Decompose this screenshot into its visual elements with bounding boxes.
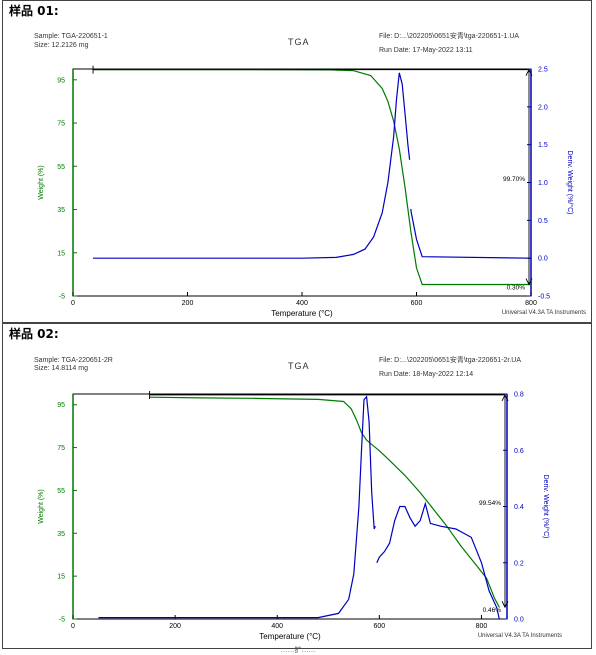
y2-tick-label: 2.5 (538, 67, 548, 74)
chart-title: TGA (288, 361, 310, 371)
panel-title: 样品 01: (9, 4, 59, 18)
y-tick-label: 95 (57, 77, 65, 84)
weight-series-line (149, 396, 500, 608)
y-axis-label: Weight (%) (38, 165, 45, 200)
residue-annotation: 0.30% (507, 285, 526, 292)
tga-chart-1: 0 200 400 600 800 -5 15 35 55 75 95 -0.5 0.0 0.5 1.0 1.… (38, 65, 586, 318)
y2-tick-label: 0.5 (538, 218, 548, 225)
x-tick-label: 600 (374, 623, 386, 630)
range-arrow-down (525, 278, 533, 286)
x-axis-label: Temperature (°C) (271, 309, 333, 318)
x-tick-label: 0 (71, 300, 75, 307)
x-tick-label: 200 (182, 300, 194, 307)
sample-line: Sample: TGA-220651-2R (34, 357, 113, 364)
y2-tick-label: 0.6 (514, 448, 524, 455)
run-date-line: Run Date: 17-May-2022 13:11 (379, 47, 473, 54)
file-line: File: D:...\202205\0651安青\tga-220651-2r.… (379, 357, 522, 364)
plot-frame (72, 393, 508, 620)
deriv-series-line (93, 72, 532, 259)
y2-tick-label: 0.2 (514, 560, 524, 567)
y-tick-label: 15 (57, 250, 65, 257)
loss-annotation: 99.54% (479, 500, 501, 507)
y-axis-label: Weight (%) (38, 489, 45, 524)
y2-axis-label: Deriv. Weight (%/°C) (542, 475, 550, 539)
y2-axis-label: Deriv. Weight (%/°C) (566, 151, 574, 215)
x-tick-label: 400 (271, 623, 283, 630)
sample-line: Sample: TGA-220651-1 (34, 33, 108, 40)
sample-01-panel: 样品 01: Sample: TGA-220651-1 Size: 12.212… (2, 0, 592, 323)
plot-frame (72, 68, 532, 297)
x-tick-label: 800 (476, 623, 488, 630)
y2-tick-label: -0.5 (538, 294, 550, 301)
panel-title: 样品 02: (9, 327, 59, 341)
loss-annotation: 99.70% (503, 176, 525, 183)
y-tick-label: 55 (57, 488, 65, 495)
y2-tick-label: 0.0 (514, 617, 524, 624)
y2-tick-label: 0.0 (538, 256, 548, 263)
y-tick-label: 95 (57, 402, 65, 409)
y-tick-label: 35 (57, 531, 65, 538)
instrument-label: Universal V4.3A TA Instruments (478, 633, 562, 639)
run-date-line: Run Date: 18-May-2022 12:14 (379, 371, 474, 378)
y2-tick-label: 1.0 (538, 180, 548, 187)
y-tick-label: -5 (59, 294, 65, 301)
tga-chart-2: 0 200 400 600 800 -5 15 35 55 75 95 0.0 0.2 0.4 0.6 0.8… (38, 390, 562, 641)
y-tick-label: 75 (57, 445, 65, 452)
y-tick-label: 35 (57, 207, 65, 214)
size-line: Size: 12.2126 mg (34, 42, 89, 49)
y-tick-label: 75 (57, 121, 65, 128)
x-axis-label: Temperature (°C) (259, 632, 321, 641)
weight-series-line (93, 69, 531, 286)
footer-text: ……扩…… (280, 647, 316, 654)
deriv-series-line (98, 395, 500, 620)
sample-02-panel: 样品 02: Sample: TGA-220651-2R Size: 14.81… (2, 323, 592, 649)
x-tick-label: 400 (296, 300, 308, 307)
residue-annotation: 0.46% (483, 607, 502, 614)
x-tick-label: 800 (525, 300, 537, 307)
chart-title: TGA (288, 37, 310, 47)
y-tick-label: -5 (59, 617, 65, 624)
instrument-label: Universal V4.3A TA Instruments (502, 310, 586, 316)
y-tick-label: 55 (57, 164, 65, 171)
y2-tick-label: 1.5 (538, 142, 548, 149)
range-arrow-up (525, 68, 533, 76)
y2-tick-label: 0.4 (514, 504, 524, 511)
y-tick-label: 15 (57, 574, 65, 581)
y2-tick-label: 0.8 (514, 392, 524, 399)
y2-tick-label: 2.0 (538, 104, 548, 111)
range-arrow-up (501, 393, 509, 402)
file-line: File: D:...\202205\0651安青\tga-220651-1.U… (379, 33, 520, 40)
range-arrow-down (501, 601, 509, 609)
x-tick-label: 600 (411, 300, 423, 307)
x-tick-label: 200 (169, 623, 181, 630)
x-tick-label: 0 (71, 623, 75, 630)
size-line: Size: 14.8114 mg (34, 365, 88, 372)
